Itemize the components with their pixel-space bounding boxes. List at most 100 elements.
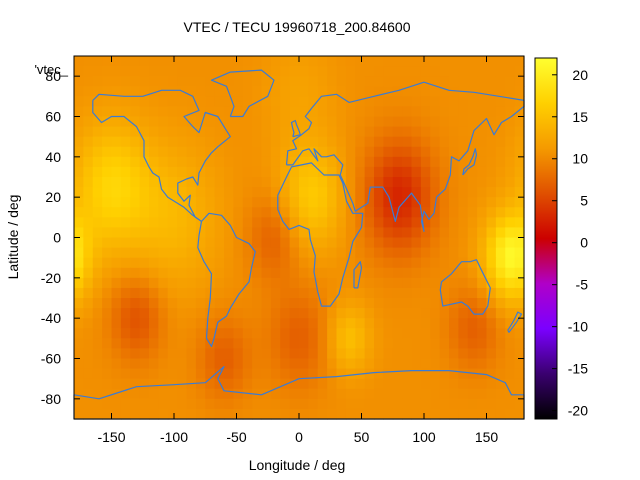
heatmap-cell (261, 126, 272, 138)
heatmap-cell (139, 227, 150, 239)
heatmap-cell (280, 308, 291, 319)
heatmap-cell (83, 348, 94, 360)
x-tick-label: 0 (295, 429, 303, 445)
heatmap-cell (477, 156, 488, 168)
heatmap-cell (120, 96, 131, 108)
heatmap-cell (270, 408, 281, 420)
heatmap-cell (242, 116, 253, 128)
heatmap-cell (467, 66, 478, 77)
heatmap-cell (317, 247, 328, 259)
heatmap-cell (402, 328, 413, 339)
heatmap-cell (242, 368, 253, 380)
heatmap-cell (139, 318, 150, 329)
heatmap-cell (364, 267, 375, 279)
heatmap-cell (383, 298, 394, 309)
heatmap-cell (158, 267, 169, 279)
heatmap-cell (120, 66, 131, 77)
heatmap-cell (420, 287, 431, 299)
heatmap-cell (186, 257, 197, 269)
heatmap-cell (130, 207, 141, 218)
heatmap-cell (130, 308, 141, 319)
heatmap-cell (505, 136, 516, 148)
heatmap-cell (345, 207, 356, 218)
heatmap-cell (327, 358, 338, 370)
heatmap-cell (439, 136, 450, 148)
heatmap-cell (158, 197, 169, 208)
heatmap-cell (149, 388, 159, 400)
heatmap-cell (439, 96, 450, 108)
heatmap-cell (327, 318, 338, 329)
heatmap-cell (224, 156, 234, 168)
heatmap-cell (383, 126, 394, 138)
heatmap-cell (411, 76, 422, 87)
heatmap-cell (505, 398, 516, 410)
heatmap-cell (411, 106, 422, 118)
y-axis-label: Latitude / deg (5, 195, 21, 280)
heatmap-cell (92, 287, 103, 299)
heatmap-cell (364, 146, 375, 158)
heatmap-cell (467, 116, 478, 128)
heatmap-cell (158, 146, 169, 158)
heatmap-cell (430, 408, 441, 420)
heatmap-cell (289, 187, 300, 198)
y-tick-label: 40 (45, 149, 61, 165)
heatmap-cell (205, 56, 216, 67)
heatmap-cell (289, 287, 300, 299)
heatmap-cell (374, 136, 384, 148)
heatmap-cell (317, 106, 328, 118)
heatmap-cell (411, 277, 422, 289)
heatmap-cell (130, 358, 141, 370)
heatmap-cell (467, 318, 478, 329)
heatmap-cell (458, 56, 469, 67)
heatmap-cell (280, 66, 291, 77)
heatmap-cell (252, 197, 263, 208)
heatmap-cell (149, 187, 159, 198)
heatmap-cell (495, 287, 506, 299)
heatmap-cell (317, 126, 328, 138)
heatmap-cell (233, 76, 244, 87)
heatmap-cell (111, 156, 122, 168)
heatmap-cell (345, 66, 356, 77)
heatmap-cell (224, 66, 234, 77)
chart-title: VTEC / TECU 19960718_200.84600 (183, 19, 410, 35)
heatmap-cell (477, 96, 488, 108)
heatmap-cell (289, 237, 300, 249)
heatmap-cell (195, 298, 206, 309)
heatmap-cell (167, 146, 178, 158)
heatmap-cell (252, 237, 263, 249)
heatmap-cell (317, 187, 328, 198)
heatmap-cell (92, 308, 103, 319)
heatmap-cell (102, 338, 113, 350)
heatmap-cell (120, 398, 131, 410)
heatmap-cell (261, 86, 272, 97)
heatmap-cell (336, 187, 347, 198)
heatmap-cell (458, 136, 469, 148)
heatmap-cell (514, 76, 525, 87)
heatmap-cell (74, 408, 84, 420)
heatmap-cell (242, 96, 253, 108)
heatmap-cell (252, 146, 263, 158)
heatmap-cell (449, 116, 459, 128)
heatmap-cell (205, 378, 216, 390)
heatmap-cell (139, 86, 150, 97)
heatmap-cell (167, 106, 178, 118)
heatmap-cell (83, 56, 94, 67)
heatmap-cell (214, 348, 225, 360)
heatmap-cell (289, 177, 300, 188)
heatmap-cell (102, 207, 113, 218)
heatmap-cell (402, 378, 413, 390)
heatmap-cell (74, 146, 84, 158)
heatmap-cell (205, 106, 216, 118)
heatmap-cell (214, 86, 225, 97)
heatmap-cell (355, 308, 366, 319)
heatmap-cell (102, 298, 113, 309)
heatmap-cell (336, 197, 347, 208)
heatmap-cell (111, 166, 122, 178)
heatmap-cell (280, 166, 291, 178)
heatmap-cell (83, 267, 94, 279)
heatmap-cell (364, 116, 375, 128)
heatmap-cell (449, 247, 459, 259)
heatmap-cell (289, 318, 300, 329)
heatmap-cell (430, 187, 441, 198)
heatmap-cell (402, 187, 413, 198)
